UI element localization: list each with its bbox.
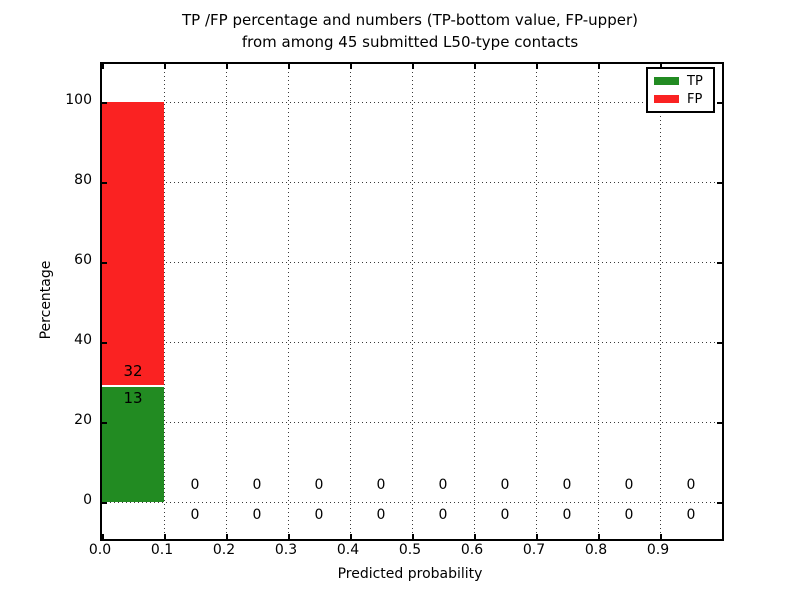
y-axis-label: Percentage	[38, 260, 54, 340]
bottom-tick	[536, 534, 538, 539]
left-tick	[102, 262, 107, 264]
legend-item-fp: FP	[654, 93, 707, 106]
zero-label: 0	[314, 507, 324, 523]
bottom-tick	[412, 534, 414, 539]
bottom-tick	[598, 534, 600, 539]
bar-tp-count-label: 13	[123, 389, 143, 407]
zero-label: 0	[252, 477, 262, 493]
zero-label: 0	[686, 507, 696, 523]
left-tick	[102, 422, 107, 424]
legend: TP FP	[646, 67, 715, 113]
y-tick-label: 20	[74, 412, 92, 428]
bottom-tick	[164, 534, 166, 539]
left-tick	[102, 502, 107, 504]
v-gridline	[164, 64, 165, 539]
zero-label: 0	[190, 477, 200, 493]
y-tick-label: 60	[74, 252, 92, 268]
x-tick-label: 0.8	[584, 542, 608, 558]
v-gridline	[226, 64, 227, 539]
bottom-tick	[288, 534, 290, 539]
x-tick-label: 0.1	[150, 542, 174, 558]
right-tick	[717, 182, 722, 184]
chart-title: TP /FP percentage and numbers (TP-bottom…	[100, 9, 720, 53]
zero-label: 0	[562, 507, 572, 523]
v-gridline	[474, 64, 475, 539]
v-gridline	[598, 64, 599, 539]
bar-segment-divider	[102, 385, 164, 387]
zero-label: 0	[500, 507, 510, 523]
right-tick	[717, 262, 722, 264]
y-tick-label: 100	[65, 92, 92, 108]
legend-item-tp: TP	[654, 75, 707, 88]
x-tick-label: 0.7	[522, 542, 546, 558]
plot-area: 32 13 0 0 0 0 0 0 0 0 0 0 0 0 0 0 0 0 0 0	[100, 62, 724, 541]
zero-label: 0	[438, 507, 448, 523]
top-tick	[288, 64, 290, 69]
bottom-tick	[474, 534, 476, 539]
legend-label-tp: TP	[687, 73, 703, 89]
v-gridline	[288, 64, 289, 539]
left-tick	[102, 342, 107, 344]
zero-label: 0	[438, 477, 448, 493]
left-tick	[102, 182, 107, 184]
bar-tp-segment	[102, 387, 164, 502]
top-tick	[164, 64, 166, 69]
bottom-tick	[226, 534, 228, 539]
top-tick	[102, 64, 104, 69]
top-tick	[536, 64, 538, 69]
right-tick	[717, 422, 722, 424]
legend-label-fp: FP	[687, 91, 703, 107]
zero-label: 0	[252, 507, 262, 523]
fp-swatch-icon	[654, 95, 679, 103]
top-tick	[660, 64, 662, 69]
zero-label: 0	[500, 477, 510, 493]
left-tick	[102, 102, 107, 104]
x-axis-label: Predicted probability	[337, 566, 483, 582]
zero-label: 0	[190, 507, 200, 523]
x-tick-label: 0.5	[398, 542, 422, 558]
top-tick	[350, 64, 352, 69]
top-tick	[598, 64, 600, 69]
x-tick-label: 0.3	[274, 542, 298, 558]
top-tick	[474, 64, 476, 69]
bar-fp-count-label: 32	[123, 362, 143, 380]
bottom-tick	[102, 534, 104, 539]
top-tick	[412, 64, 414, 69]
zero-label: 0	[686, 477, 696, 493]
zero-label: 0	[376, 507, 386, 523]
right-tick	[717, 102, 722, 104]
bottom-tick	[350, 534, 352, 539]
v-gridline	[536, 64, 537, 539]
zero-label: 0	[562, 477, 572, 493]
bar-fp-segment	[102, 102, 164, 385]
top-tick	[226, 64, 228, 69]
y-tick-label: 40	[74, 332, 92, 348]
x-tick-label: 0.6	[460, 542, 484, 558]
chart-title-line1: TP /FP percentage and numbers (TP-bottom…	[182, 11, 638, 29]
zero-label: 0	[624, 507, 634, 523]
x-tick-label: 0.4	[336, 542, 360, 558]
v-gridline	[412, 64, 413, 539]
zero-label: 0	[376, 477, 386, 493]
zero-label: 0	[314, 477, 324, 493]
y-tick-label: 0	[83, 492, 92, 508]
x-tick-label: 0.0	[88, 542, 112, 558]
zero-label: 0	[624, 477, 634, 493]
chart-title-line2: from among 45 submitted L50-type contact…	[241, 33, 579, 51]
v-gridline	[350, 64, 351, 539]
x-tick-label: 0.9	[646, 542, 670, 558]
x-tick-label: 0.2	[212, 542, 236, 558]
right-tick	[717, 342, 722, 344]
tp-swatch-icon	[654, 77, 679, 85]
v-gridline	[660, 64, 661, 539]
y-tick-label: 80	[74, 172, 92, 188]
right-tick	[717, 502, 722, 504]
bottom-tick	[660, 534, 662, 539]
